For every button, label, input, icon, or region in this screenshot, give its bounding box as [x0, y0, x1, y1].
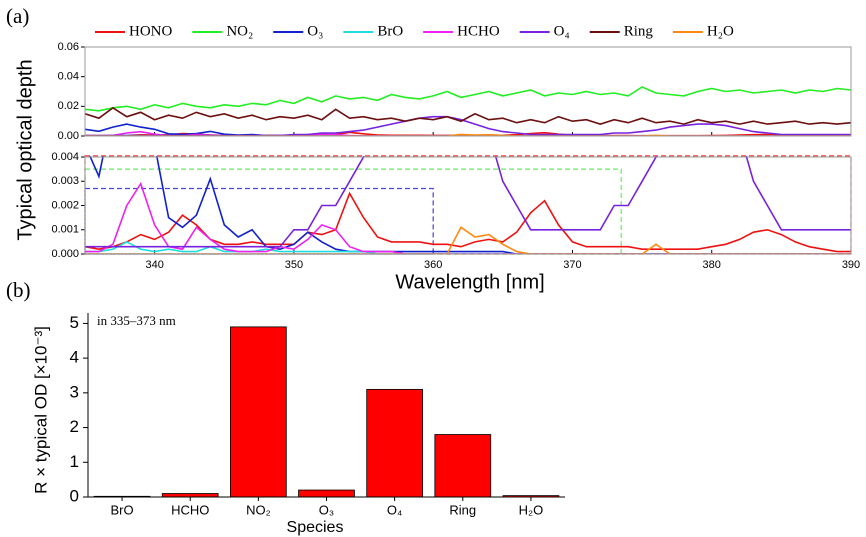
- y-tick-label: 0: [70, 486, 79, 505]
- bar: [434, 434, 492, 498]
- x-tick-label: 390: [842, 259, 860, 271]
- series-line: [85, 133, 851, 136]
- legend-label: Ring: [624, 23, 654, 39]
- legend-label: O₃: [307, 23, 323, 39]
- x-tick-label: O₄: [387, 502, 402, 517]
- series-line: [85, 181, 851, 254]
- y-tick-label: 4: [70, 348, 79, 367]
- x-tick-label: 360: [424, 259, 442, 271]
- x-tick-label: Ring: [449, 502, 476, 517]
- y-axis-title: Typical optical depth: [14, 59, 36, 240]
- y-tick-label: 2: [70, 417, 79, 436]
- legend-label: O₄: [554, 23, 570, 39]
- bar: [230, 326, 287, 498]
- annotation: in 335–373 nm: [97, 313, 176, 328]
- x-axis-title: Species: [287, 519, 344, 536]
- bar: [298, 489, 355, 498]
- panel-label: (b): [6, 278, 31, 302]
- series-line: [85, 156, 851, 248]
- series-line: [85, 106, 851, 125]
- x-tick-label: BrO: [111, 502, 134, 517]
- y-tick-label: 0.06: [58, 41, 79, 53]
- y-tick-label: 3: [70, 382, 79, 401]
- panel-label: (a): [6, 4, 29, 28]
- legend-label: HCHO: [457, 23, 500, 39]
- y-tick-label: 0.002: [51, 199, 79, 211]
- x-tick-label: 340: [145, 259, 163, 271]
- x-axis-title: Wavelength [nm]: [395, 271, 544, 293]
- x-tick-label: H₂O: [519, 502, 544, 517]
- y-tick-label: 0.000: [51, 248, 79, 260]
- legend-label: HONO: [129, 23, 172, 39]
- bar: [366, 388, 423, 498]
- x-tick-label: 370: [563, 259, 581, 271]
- series-line: [85, 226, 851, 254]
- legend-label: NO₂: [226, 23, 253, 39]
- y-tick-label: 0.003: [51, 175, 79, 187]
- bar: [161, 493, 219, 498]
- plot-frame: [84, 156, 852, 255]
- y-tick-label: 0.001: [51, 224, 79, 236]
- y-tick-label: 1: [70, 452, 79, 471]
- x-tick-label: 380: [703, 259, 721, 271]
- x-tick-label: 350: [285, 259, 303, 271]
- y-tick-label: 0.02: [58, 100, 79, 112]
- series-line: [85, 191, 851, 253]
- x-tick-label: NO₂: [246, 502, 271, 517]
- y-tick-label: 0.00: [58, 130, 79, 142]
- plot-frame: [84, 46, 852, 137]
- series-line: [85, 86, 851, 112]
- fit-window: [84, 187, 434, 255]
- x-tick-label: O₃: [319, 502, 334, 517]
- plot-lines: [85, 156, 851, 254]
- legend-label: H₂O: [707, 23, 734, 39]
- y-tick-label: 0.004: [51, 151, 79, 163]
- series-line: [89, 156, 851, 254]
- x-tick-label: HCHO: [171, 502, 209, 517]
- y-tick-label: 0.04: [58, 71, 79, 83]
- series-line: [85, 240, 851, 254]
- legend-label: BrO: [377, 23, 403, 39]
- plot-lines: [85, 86, 851, 136]
- y-axis-title: R × typical OD [×10⁻³]: [31, 326, 50, 494]
- y-tick-label: 5: [70, 313, 79, 332]
